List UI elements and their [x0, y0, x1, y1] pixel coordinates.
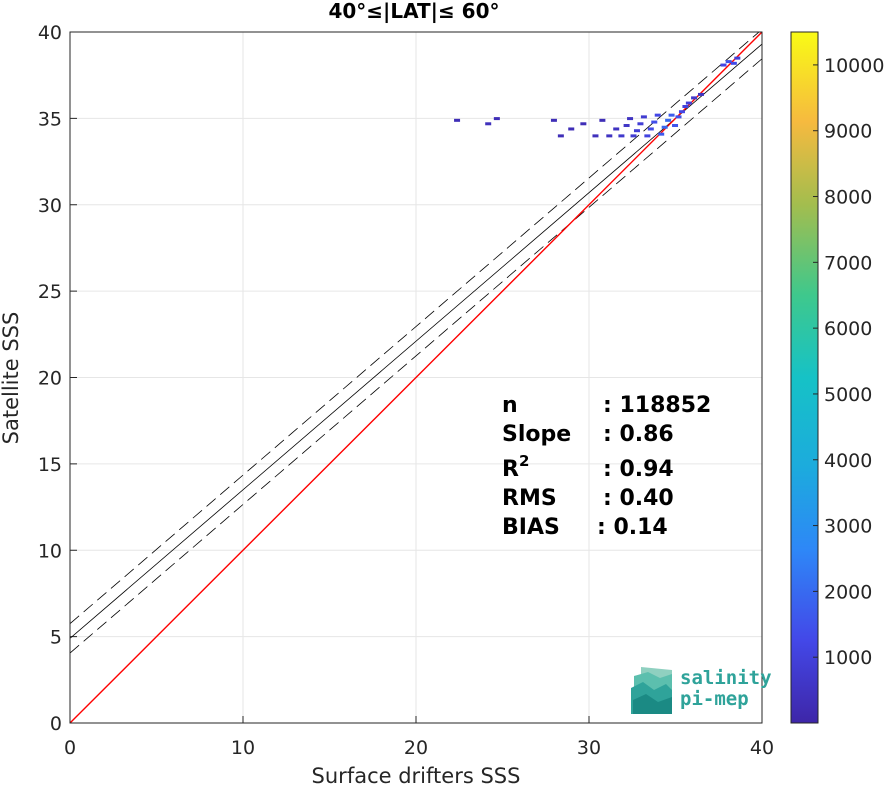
- colorbar-tick-labels: 1000 2000 3000 4000 5000 6000 7000 8000 9000 1000…: [813, 55, 884, 669]
- x-tick-labels: 0 10 20 30 40: [64, 737, 774, 759]
- density-cell: [661, 125, 668, 129]
- stat-bias-label: BIAS: [502, 515, 560, 540]
- stat-bias-value: : 0.14: [597, 515, 668, 540]
- colorbar-tick-label: 3000: [824, 516, 872, 538]
- density-cell: [454, 118, 461, 122]
- density-cell: [697, 92, 704, 96]
- density-cell: [651, 120, 658, 124]
- colorbar-tick-label: 7000: [824, 252, 872, 274]
- density-cell: [613, 127, 620, 131]
- colorbar-tick-label: 10000: [824, 55, 884, 77]
- density-cell: [557, 134, 564, 138]
- density-cell: [658, 132, 665, 136]
- density-cell: [627, 117, 634, 121]
- density-cell: [606, 134, 613, 138]
- stat-rms-value: : 0.40: [603, 486, 674, 511]
- logo-line2: pi-mep: [680, 688, 749, 710]
- x-tick-label: 20: [404, 737, 428, 759]
- y-axis-label: Satellite SSS: [0, 312, 23, 445]
- density-cell: [592, 134, 599, 138]
- density-cell: [623, 124, 630, 128]
- stat-r2-base: R: [502, 457, 519, 482]
- y-tick-label: 20: [38, 368, 62, 390]
- x-tick-label: 40: [750, 737, 774, 759]
- density-cell: [637, 122, 644, 126]
- reference-lines: [70, 32, 762, 723]
- stat-slope-label: Slope: [502, 422, 571, 447]
- colorbar-tick-label: 8000: [824, 187, 872, 209]
- density-cell: [493, 117, 500, 121]
- y-tick-labels: 0 5 10 15 20 25 30 35 40: [38, 22, 62, 735]
- density-cell: [678, 110, 685, 114]
- density-cell: [630, 134, 637, 138]
- density-cell: [618, 134, 625, 138]
- confidence-line: [70, 32, 760, 624]
- density-cell: [580, 122, 587, 126]
- density-cell: [568, 127, 575, 131]
- salinity-pi-mep-logo: salinity pi-mep: [631, 667, 772, 714]
- chart-title: 40°≤|LAT|≤ 60°: [328, 0, 499, 23]
- y-tick-label: 25: [38, 281, 62, 303]
- density-cell: [633, 129, 640, 133]
- density-cell: [675, 115, 682, 119]
- density-cell: [691, 96, 698, 100]
- colorbar-tick-label: 4000: [824, 450, 872, 472]
- logo-mark-icon: [631, 667, 672, 714]
- regression-line: [70, 43, 762, 639]
- plot-frame: [69, 31, 763, 724]
- y-tick-label: 10: [38, 540, 62, 562]
- density-cell: [730, 61, 737, 65]
- stat-r2-value: : 0.94: [603, 457, 674, 482]
- y-tick-label: 40: [38, 22, 62, 44]
- density-cell: [550, 118, 557, 122]
- x-tick-label: 30: [577, 737, 601, 759]
- density-cell: [682, 105, 689, 109]
- stat-r2-label: R2: [502, 452, 529, 482]
- colorbar-tick-label: 2000: [824, 581, 872, 603]
- stats-box: n : 118852 Slope : 0.86 R2 : 0.94 RMS : …: [502, 393, 711, 540]
- colorbar: [790, 31, 819, 724]
- density-cell: [654, 113, 661, 117]
- y-tick-label: 30: [38, 195, 62, 217]
- density-cell: [668, 113, 675, 117]
- density-cell: [599, 118, 606, 122]
- colorbar-tick-label: 6000: [824, 318, 872, 340]
- stat-slope-value: : 0.86: [603, 422, 674, 447]
- density-cell: [672, 124, 679, 128]
- stat-n-label: n: [502, 393, 518, 418]
- x-tick-label: 10: [231, 737, 255, 759]
- confidence-line: [70, 58, 762, 654]
- density-cells: [454, 56, 741, 138]
- density-cell: [640, 115, 647, 119]
- y-tick-label: 0: [50, 713, 62, 735]
- density-cell: [644, 134, 651, 138]
- colorbar-tick-label: 5000: [824, 384, 872, 406]
- density-cell: [725, 60, 732, 64]
- density-cell: [485, 122, 492, 126]
- density-cell: [734, 56, 741, 60]
- density-cell: [685, 101, 692, 105]
- x-axis-label: Surface drifters SSS: [312, 764, 521, 786]
- y-tick-label: 35: [38, 108, 62, 130]
- density-cell: [665, 118, 672, 122]
- colorbar-tick-label: 9000: [824, 121, 872, 143]
- y-tick-label: 15: [38, 454, 62, 476]
- logo-line1: salinity: [680, 667, 772, 689]
- density-cell: [647, 127, 654, 131]
- y-tick-label: 5: [50, 627, 62, 649]
- one-to-one-line: [70, 32, 762, 723]
- density-cell: [720, 63, 727, 67]
- stat-rms-label: RMS: [502, 486, 557, 511]
- stat-r2-sup: 2: [519, 452, 529, 470]
- x-tick-label: 0: [64, 737, 76, 759]
- colorbar-tick-label: 1000: [824, 647, 872, 669]
- stat-n-value: : 118852: [603, 393, 711, 418]
